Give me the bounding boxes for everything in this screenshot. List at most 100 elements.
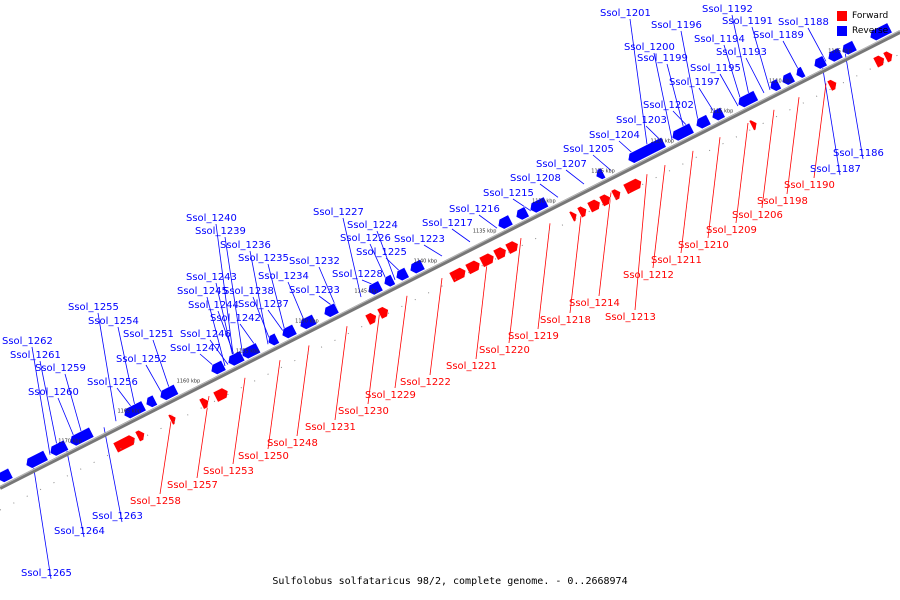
axis-highlight — [0, 30, 900, 487]
leader-line — [429, 278, 443, 376]
gene-label-ssol-1231: Ssol_1231 — [305, 422, 356, 433]
reverse-gene-arrow — [497, 214, 514, 230]
leader-lines — [31, 14, 864, 580]
gene-label-ssol-1240: Ssol_1240 — [186, 213, 237, 224]
leader-line — [475, 254, 489, 360]
gene-label-ssol-1209: Ssol_1209 — [706, 225, 757, 236]
reverse-gene-arrow — [0, 467, 14, 483]
scale-tick-label: 1120 kbp — [651, 138, 675, 144]
forward-gene-arrow — [586, 199, 601, 214]
scale-tick-label: 1110 kbp — [769, 78, 793, 84]
leader-line — [565, 169, 585, 185]
leader-line — [159, 414, 173, 495]
gene-label-ssol-1228: Ssol_1228 — [332, 269, 383, 280]
leader-line — [735, 122, 749, 224]
leader-line — [342, 217, 362, 298]
gene-label-ssol-1213: Ssol_1213 — [605, 312, 656, 323]
reverse-gene-arrow — [737, 90, 759, 108]
forward-gene-arrow — [504, 240, 519, 255]
leader-line — [215, 223, 235, 362]
reverse-swatch-icon — [837, 25, 847, 36]
reverse-gene-arrow — [123, 400, 147, 419]
gene-label-ssol-1237: Ssol_1237 — [238, 299, 289, 310]
gene-label-ssol-1200: Ssol_1200 — [624, 42, 675, 53]
leader-line — [232, 377, 246, 465]
forward-gene-arrow — [492, 246, 507, 261]
gene-label-ssol-1198: Ssol_1198 — [757, 196, 808, 207]
forward-gene-arrow — [598, 193, 611, 208]
scale-tick-label: 1165 kbp — [117, 409, 141, 415]
gene-label-ssol-1244: Ssol_1244 — [188, 300, 239, 311]
leader-line — [537, 223, 551, 330]
reverse-gene-arrow — [671, 122, 695, 142]
gene-label-ssol-1253: Ssol_1253 — [203, 466, 254, 477]
gene-label-ssol-1196: Ssol_1196 — [651, 20, 702, 31]
reverse-gene-arrow — [241, 342, 262, 360]
gene-label-ssol-1197: Ssol_1197 — [669, 77, 720, 88]
leader-line — [666, 63, 686, 134]
forward-gene-arrow — [568, 210, 578, 223]
reverse-gene-arrow — [299, 313, 318, 330]
gene-label-ssol-1254: Ssol_1254 — [88, 316, 139, 327]
forward-gene-arrow — [576, 205, 587, 219]
scale-tick-label: 1145 kbp — [354, 288, 378, 294]
leader-line — [249, 250, 269, 345]
gene-label-ssol-1260: Ssol_1260 — [28, 387, 79, 398]
leader-line — [376, 230, 396, 281]
legend-reverse-label: Reverse — [852, 25, 889, 36]
forward-gene-arrow — [112, 434, 136, 454]
gene-label-ssol-1190: Ssol_1190 — [784, 180, 835, 191]
leader-line — [569, 207, 583, 314]
leader-line — [786, 97, 800, 195]
gene-label-ssol-1215: Ssol_1215 — [483, 188, 534, 199]
gene-label-ssol-1252: Ssol_1252 — [116, 354, 167, 365]
legend-reverse: Reverse — [837, 23, 888, 38]
gene-label-ssol-1222: Ssol_1222 — [400, 377, 451, 388]
gene-label-ssol-1246: Ssol_1246 — [180, 329, 231, 340]
gene-label-ssol-1219: Ssol_1219 — [508, 331, 559, 342]
leader-line — [296, 345, 310, 437]
reverse-gene-arrow — [227, 350, 246, 367]
leader-line — [745, 57, 765, 94]
gene-label-ssol-1258: Ssol_1258 — [130, 496, 181, 507]
leader-line — [723, 44, 743, 105]
leader-line — [629, 18, 649, 152]
leader-line — [807, 27, 827, 62]
gene-label-ssol-1265: Ssol_1265 — [21, 568, 72, 579]
map-caption: Sulfolobus solfataricus 98/2, complete g… — [272, 576, 628, 587]
leader-line — [423, 244, 443, 257]
genome-axis: 1170 kbp 1165 kbp 1160 kbp 1155 kbp 1150 kbp… — [0, 30, 900, 511]
reverse-gene-arrow — [267, 332, 280, 346]
reverse-gene-arrow — [781, 71, 796, 86]
leader-line — [592, 154, 612, 171]
reverse-gene-arrow — [49, 439, 70, 457]
forward-gene-arrow — [882, 50, 893, 64]
gene-label-ssol-1194: Ssol_1194 — [694, 34, 745, 45]
leader-line — [680, 150, 694, 254]
gene-label-ssol-1239: Ssol_1239 — [195, 226, 246, 237]
leader-line — [209, 339, 229, 365]
reverse-gene-arrow — [145, 394, 158, 408]
reverse-gene-arrow — [69, 426, 95, 447]
leader-line — [367, 309, 381, 405]
legend: Forward Reverse — [837, 8, 888, 38]
reverse-gene-arrow — [711, 106, 726, 122]
gene-label-ssol-1247: Ssol_1247 — [170, 343, 221, 354]
gene-label-ssol-1250: Ssol_1250 — [238, 451, 289, 462]
forward-gene-arrow — [826, 79, 837, 92]
gene-label-ssol-1204: Ssol_1204 — [589, 130, 640, 141]
leader-line — [598, 192, 612, 297]
leader-line — [508, 237, 522, 344]
leader-line — [32, 463, 52, 580]
gene-label-ssol-1243: Ssol_1243 — [186, 272, 237, 283]
leader-line — [252, 296, 272, 343]
gene-label-ssol-1214: Ssol_1214 — [569, 298, 620, 309]
forward-swatch-icon — [837, 10, 847, 21]
gene-label-ssol-1205: Ssol_1205 — [563, 144, 614, 155]
reverse-gene-arrow — [281, 323, 298, 339]
leader-line — [196, 396, 210, 479]
gene-label-ssol-1255: Ssol_1255 — [68, 302, 119, 313]
gene-label-ssol-1187: Ssol_1187 — [810, 164, 861, 175]
scale-tick-label: 1125 kbp — [591, 168, 615, 174]
